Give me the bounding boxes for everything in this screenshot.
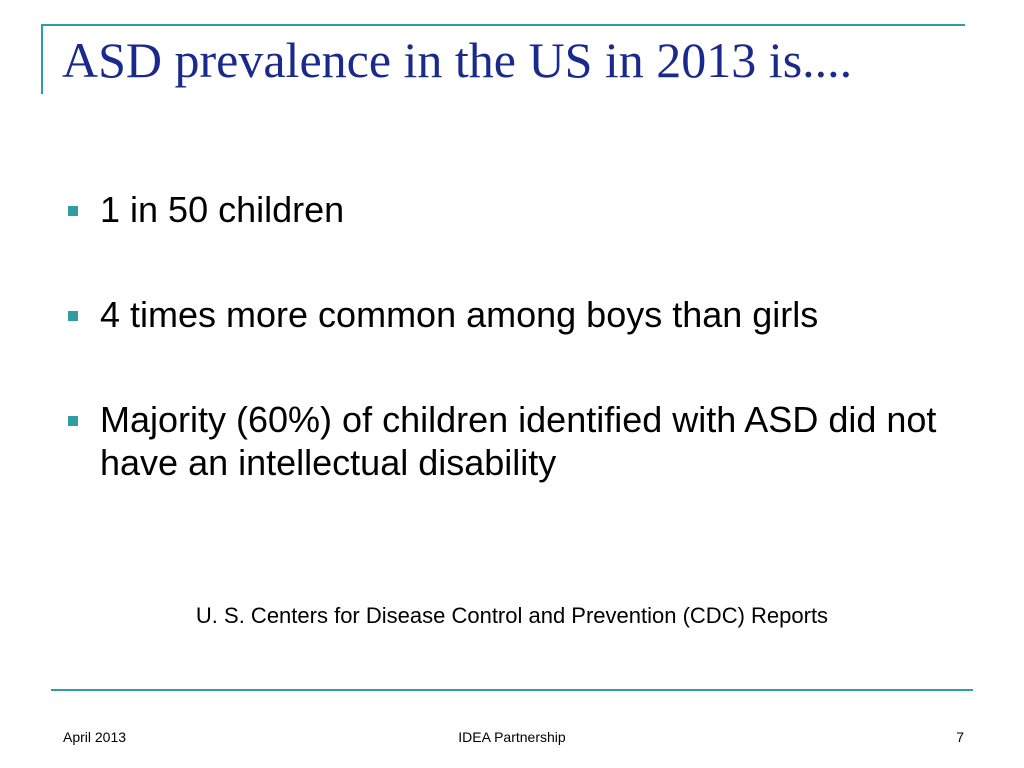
bullet-text: 1 in 50 children	[100, 189, 345, 230]
bullet-item: 4 times more common among boys than girl…	[68, 293, 968, 336]
square-bullet-icon	[68, 416, 78, 426]
title-frame-left-line	[41, 24, 43, 94]
bullet-list: 1 in 50 children 4 times more common amo…	[68, 188, 968, 546]
bullet-text: Majority (60%) of children identified wi…	[100, 399, 937, 483]
slide-title: ASD prevalence in the US in 2013 is....	[62, 32, 853, 88]
bullet-item: Majority (60%) of children identified wi…	[68, 398, 968, 484]
bullet-item: 1 in 50 children	[68, 188, 968, 231]
footer-date: April 2013	[63, 729, 127, 745]
square-bullet-icon	[68, 311, 78, 321]
source-citation: U. S. Centers for Disease Control and Pr…	[195, 603, 829, 628]
footer-organization: IDEA Partnership	[458, 729, 566, 745]
bullet-text: 4 times more common among boys than girl…	[100, 294, 819, 335]
footer-divider	[51, 689, 973, 691]
title-frame-top-line	[41, 24, 965, 26]
square-bullet-icon	[68, 206, 78, 216]
slide-number: 7	[956, 729, 964, 745]
